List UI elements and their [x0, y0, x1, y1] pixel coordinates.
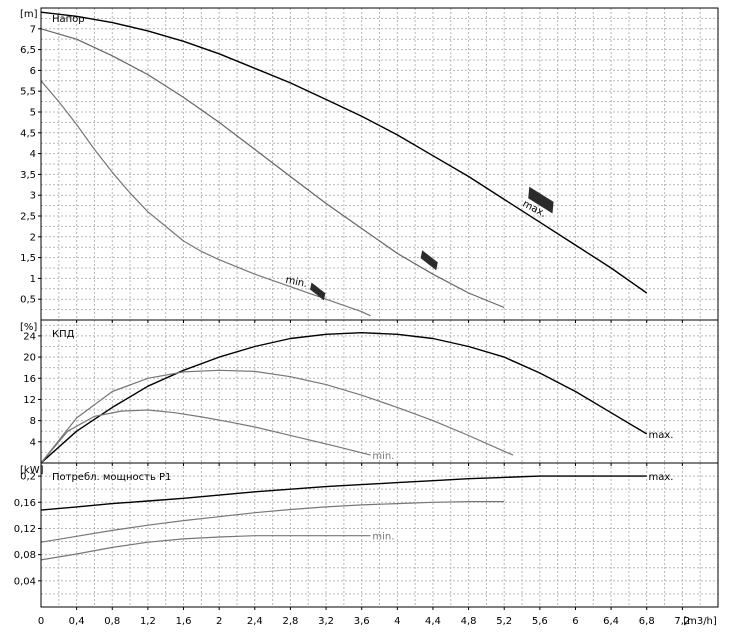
- operating-range-marker: [310, 282, 326, 301]
- x-tick-label: 2: [216, 616, 222, 627]
- panel-title: КПД: [52, 329, 75, 340]
- y-tick-label: 20: [23, 353, 36, 364]
- y-tick-label: 0,5: [20, 295, 36, 306]
- x-tick-label: 2,8: [282, 616, 298, 627]
- x-tick-label: 1,2: [140, 616, 156, 627]
- y-tick-label: 1: [30, 274, 36, 285]
- panel-title: Напор: [52, 14, 85, 25]
- grid-layer: [41, 8, 718, 607]
- y-tick-label: 0,04: [14, 576, 36, 587]
- y-tick-label: 0,16: [14, 498, 36, 509]
- x-axis-unit-label: [m3/h]: [683, 616, 717, 627]
- series-line: [40, 535, 371, 561]
- operating-range-marker: [528, 186, 554, 214]
- x-tick-label: 7,2: [674, 616, 690, 627]
- y-tick-label: 0,08: [14, 550, 36, 561]
- curve-label-max: max.: [649, 472, 674, 483]
- x-tick-label: 6,4: [603, 616, 619, 627]
- series-line: [40, 11, 648, 294]
- x-tick-label: 4,8: [461, 616, 477, 627]
- y-tick-label: 2: [30, 232, 36, 243]
- x-tick-label: 5,6: [532, 616, 548, 627]
- panel-frame: [40, 462, 719, 608]
- y-tick-label: 4: [30, 437, 36, 448]
- series-line: [40, 332, 648, 464]
- x-tick-label: 4,4: [425, 616, 441, 627]
- y-tick-label: 6: [30, 66, 36, 77]
- x-tick-label: 6,8: [639, 616, 655, 627]
- x-tick-label: 6: [572, 616, 578, 627]
- y-tick-label: 5,5: [20, 87, 36, 98]
- y-tick-label: 5: [30, 108, 36, 119]
- x-tick-label: 2,4: [247, 616, 263, 627]
- series-line: [40, 501, 505, 543]
- curve-label-min: min.: [284, 275, 308, 290]
- series-line: [40, 80, 371, 317]
- curve-label-min: min.: [372, 451, 394, 462]
- frame-layer: [38, 7, 719, 610]
- x-tick-label: 3,6: [354, 616, 370, 627]
- panel-title: Потребл. мощность P1: [52, 472, 171, 483]
- series-line: [40, 409, 371, 464]
- y-axis-unit-label: [m]: [20, 9, 38, 20]
- series-line: [40, 28, 505, 309]
- curve-label-min: min.: [372, 532, 394, 543]
- series-line: [40, 475, 647, 511]
- y-tick-label: 16: [23, 374, 36, 385]
- y-tick-label: 1,5: [20, 253, 36, 264]
- series-line: [40, 369, 514, 464]
- curve-label-max: max.: [649, 430, 674, 441]
- y-tick-label: 3: [30, 191, 36, 202]
- y-tick-label: 12: [23, 395, 36, 406]
- y-tick-label: 4: [30, 149, 36, 160]
- y-tick-label: 6,5: [20, 45, 36, 56]
- x-tick-label: 1,6: [176, 616, 192, 627]
- y-axis-unit-label: [%]: [20, 322, 37, 333]
- x-tick-label: 0: [38, 616, 44, 627]
- y-tick-label: 24: [23, 331, 36, 342]
- operating-range-marker: [420, 250, 438, 271]
- y-tick-label: 8: [30, 416, 36, 427]
- y-tick-label: 3,5: [20, 170, 36, 181]
- y-tick-label: 2,5: [20, 212, 36, 223]
- y-tick-label: 4,5: [20, 128, 36, 139]
- y-tick-label: 0,12: [14, 524, 36, 535]
- curves-layer: [40, 11, 648, 561]
- x-tick-label: 5,2: [496, 616, 512, 627]
- x-tick-label: 3,2: [318, 616, 334, 627]
- y-tick-label: 7: [30, 24, 36, 35]
- y-tick-label: 0,2: [20, 472, 36, 483]
- x-tick-label: 4: [394, 616, 400, 627]
- y-axis-unit-label: [kW]: [20, 465, 44, 476]
- x-tick-label: 0,4: [69, 616, 85, 627]
- x-tick-label: 0,8: [104, 616, 120, 627]
